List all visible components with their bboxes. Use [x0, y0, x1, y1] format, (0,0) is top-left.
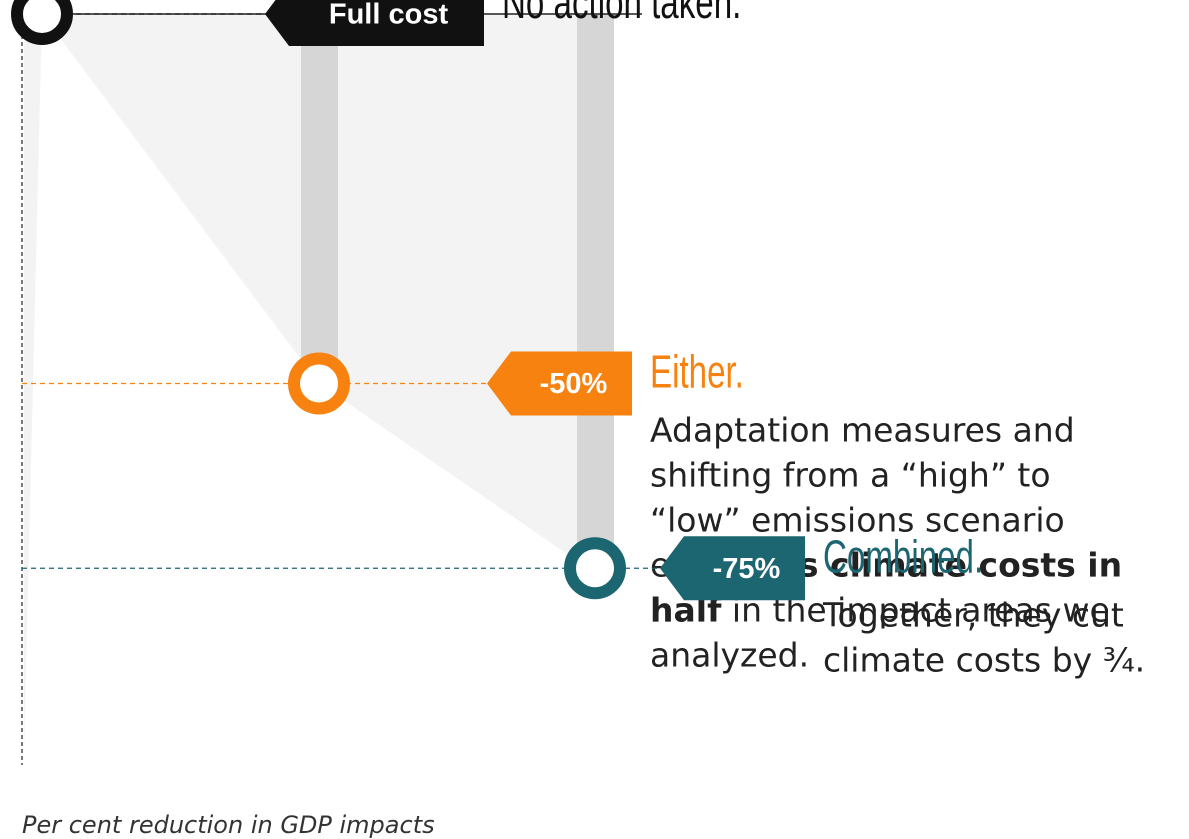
description-line: climate costs by ¾.	[823, 640, 1145, 679]
tag	[660, 536, 805, 601]
heading: Combined.	[823, 532, 983, 582]
description-line: analyzed.	[650, 635, 809, 674]
heading: Either.	[650, 347, 744, 397]
tag-label: Full cost	[329, 0, 449, 31]
tag	[265, 0, 484, 46]
axis-label: Per cent reduction in GDP impacts	[22, 811, 435, 839]
column-bar	[301, 14, 338, 384]
description-text: shifting from a “high” to	[650, 455, 1051, 494]
description-text: Together, they cut	[822, 595, 1124, 634]
column-bar	[577, 14, 614, 569]
description-line: “low” emissions scenario	[650, 500, 1065, 539]
point	[288, 352, 350, 415]
description-text: analyzed.	[650, 635, 809, 674]
description-text: “low” emissions scenario	[650, 500, 1065, 539]
heading: No action taken.	[502, 0, 741, 28]
point	[11, 0, 73, 45]
tag-label: -75%	[713, 553, 781, 585]
tag	[487, 351, 632, 416]
tag-label: -50%	[540, 368, 608, 400]
description-text: climate costs by ¾.	[823, 640, 1145, 679]
point	[564, 537, 626, 600]
description-line: Together, they cut	[822, 595, 1124, 634]
description-line: shifting from a “high” to	[650, 455, 1051, 494]
description-line: Adaptation measures and	[650, 410, 1075, 449]
description-text: Adaptation measures and	[650, 410, 1075, 449]
